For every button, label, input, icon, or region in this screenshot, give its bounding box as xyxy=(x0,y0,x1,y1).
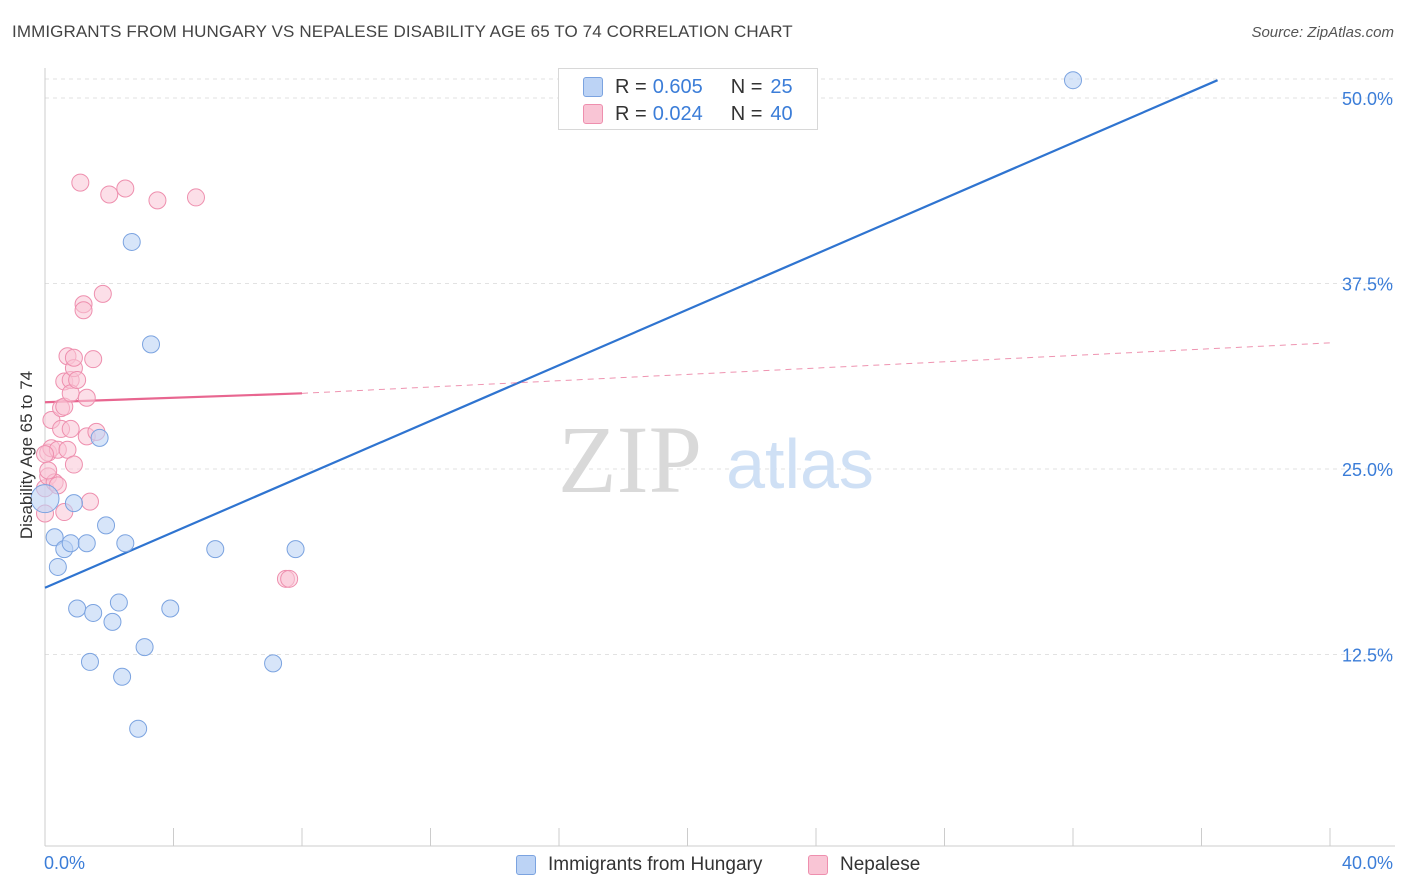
point-hungary xyxy=(286,540,305,559)
y-axis-label: Disability Age 65 to 74 xyxy=(17,370,36,540)
point-hungary xyxy=(30,484,60,514)
r-label: R = xyxy=(615,102,647,125)
legend-row-hungary: R = 0.605 N = 25 xyxy=(583,74,793,100)
series-legend: Immigrants from Hungary Nepalese xyxy=(0,852,1406,878)
n-label: N = xyxy=(730,102,763,125)
point-hungary xyxy=(103,612,122,631)
legend-item-hungary: Immigrants from Hungary xyxy=(516,852,762,878)
point-nepalese xyxy=(77,388,96,407)
point-nepalese xyxy=(61,419,80,438)
legend-item-nepalese: Nepalese xyxy=(808,852,920,878)
point-hungary xyxy=(116,534,135,553)
x-tick-label: 0.0% xyxy=(44,853,85,873)
tick-labels: 12.5% 25.0% 37.5% 50.0% 0.0% 40.0% xyxy=(44,89,1393,873)
point-nepalese xyxy=(148,191,167,210)
legend-label-hungary: Immigrants from Hungary xyxy=(548,854,763,875)
y-tick-label: 50.0% xyxy=(1342,89,1393,109)
point-hungary xyxy=(80,652,99,671)
point-nepalese xyxy=(100,185,119,204)
point-hungary xyxy=(129,719,148,738)
n-value: 40 xyxy=(770,102,793,125)
x-tick-label: 40.0% xyxy=(1342,853,1393,873)
n-value: 25 xyxy=(770,75,793,98)
chart-title: IMMIGRANTS FROM HUNGARY VS NEPALESE DISA… xyxy=(12,22,793,41)
pink-swatch-icon xyxy=(583,104,603,124)
n-label: N = xyxy=(730,75,763,98)
y-tick-label: 37.5% xyxy=(1342,275,1393,295)
point-nepalese xyxy=(71,173,90,192)
points xyxy=(30,71,1082,738)
watermark-zip: ZIP xyxy=(558,406,702,513)
point-nepalese xyxy=(80,492,99,511)
point-nepalese xyxy=(36,445,54,464)
point-nepalese xyxy=(280,569,299,588)
point-hungary xyxy=(264,654,283,673)
pink-swatch-icon xyxy=(808,855,828,875)
point-nepalese xyxy=(58,440,77,459)
trend-line-hungary xyxy=(44,79,1218,589)
point-nepalese xyxy=(39,461,58,480)
point-hungary xyxy=(68,599,87,618)
r-label: R = xyxy=(615,75,647,98)
point-hungary xyxy=(206,540,225,559)
point-nepalese xyxy=(74,301,93,320)
point-hungary xyxy=(90,428,109,447)
axes xyxy=(44,68,1395,847)
y-tick-label: 12.5% xyxy=(1342,646,1393,666)
legend-row-nepalese: R = 0.024 N = 40 xyxy=(583,101,793,127)
point-hungary xyxy=(109,593,128,612)
r-value: 0.024 xyxy=(652,102,703,125)
point-hungary xyxy=(84,603,103,622)
point-hungary xyxy=(97,516,116,535)
point-hungary xyxy=(45,528,64,547)
point-hungary xyxy=(122,232,141,251)
point-hungary xyxy=(1064,71,1082,90)
point-hungary xyxy=(142,335,161,354)
point-nepalese xyxy=(116,179,135,198)
point-nepalese xyxy=(68,370,87,389)
point-nepalese xyxy=(93,284,112,303)
legend-label-nepalese: Nepalese xyxy=(840,854,921,875)
point-nepalese xyxy=(64,455,83,474)
gridlines xyxy=(45,78,1395,655)
point-nepalese xyxy=(186,188,205,207)
watermark: ZIP atlas xyxy=(558,406,874,513)
point-hungary xyxy=(161,599,180,618)
point-nepalese xyxy=(84,350,103,369)
stats-legend: R = 0.605 N = 25 R = 0.024 N = 40 xyxy=(558,68,818,130)
point-hungary xyxy=(135,638,154,657)
watermark-atlas: atlas xyxy=(726,425,874,503)
point-nepalese xyxy=(64,348,83,367)
blue-swatch-icon xyxy=(516,855,536,875)
source-label: Source: ZipAtlas.com xyxy=(1251,24,1394,41)
blue-swatch-icon xyxy=(583,77,603,97)
point-hungary xyxy=(77,534,96,553)
point-hungary xyxy=(113,667,132,686)
y-tick-label: 25.0% xyxy=(1342,460,1393,480)
point-hungary xyxy=(61,534,80,553)
point-hungary xyxy=(64,494,83,513)
point-hungary xyxy=(48,557,67,576)
trend-line-nepalese-dashed xyxy=(301,342,1331,394)
r-value: 0.605 xyxy=(652,75,703,98)
